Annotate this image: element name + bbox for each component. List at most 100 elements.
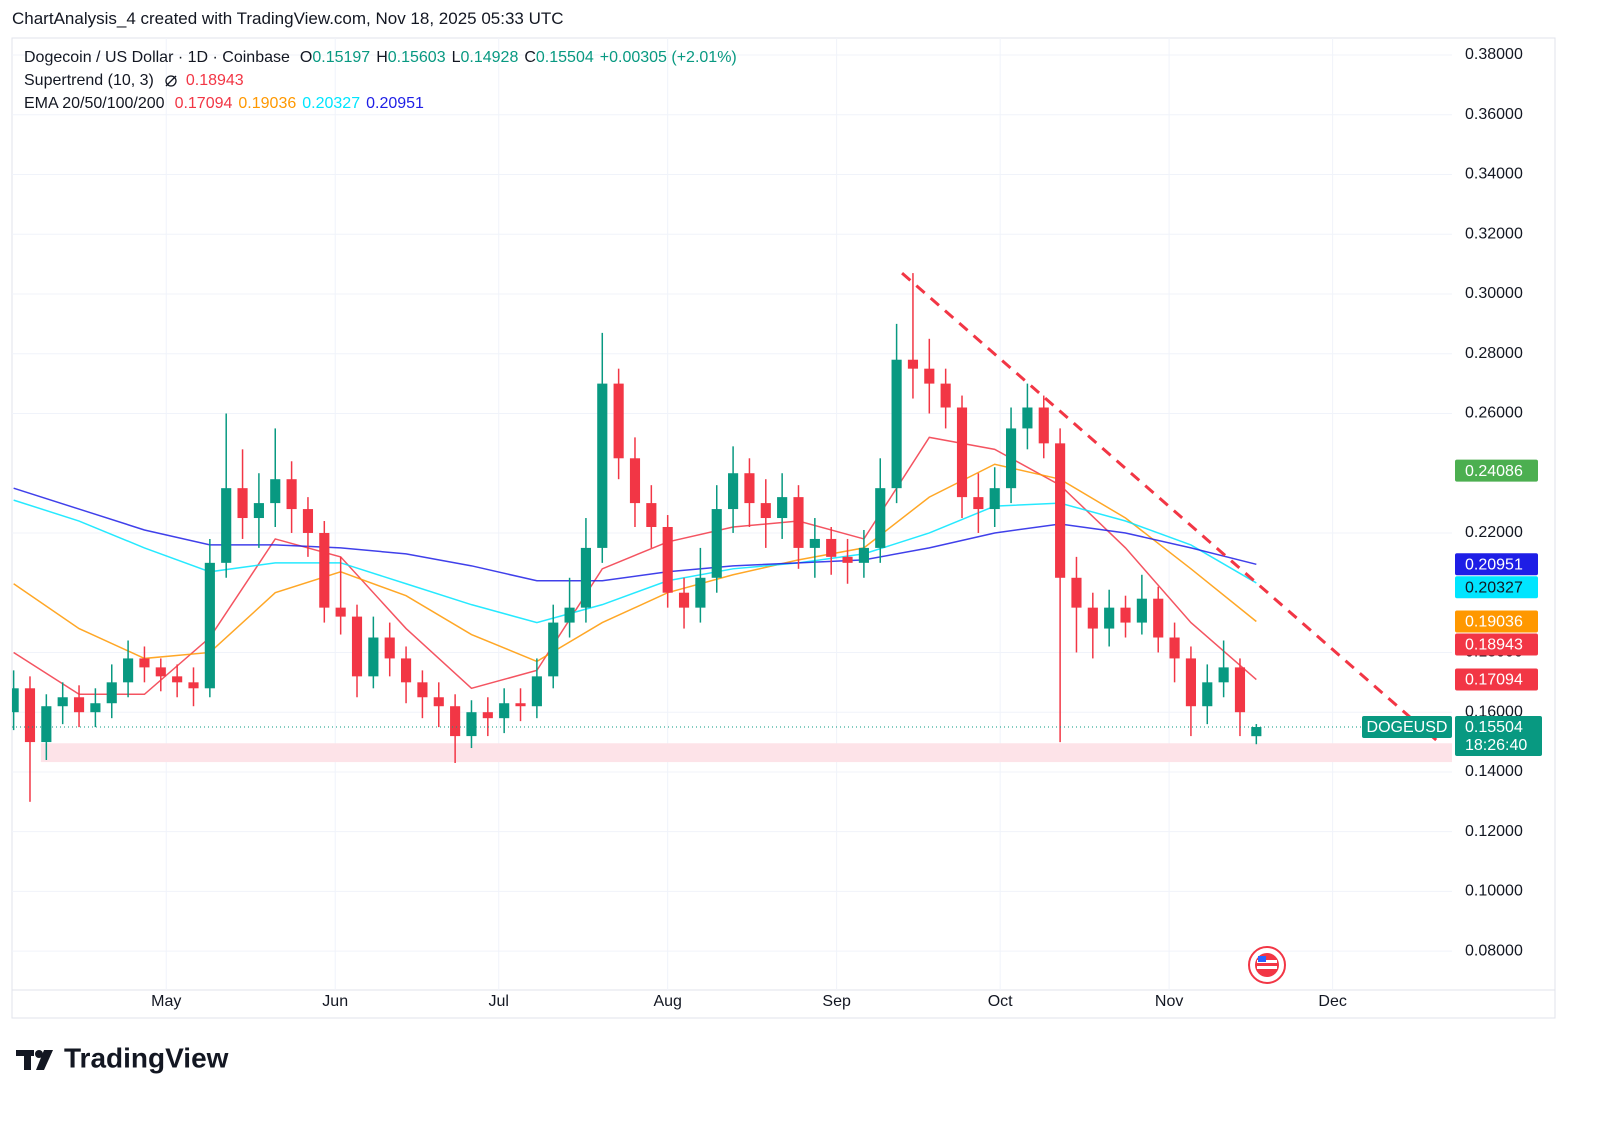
ohlc-letter: H [376, 49, 388, 66]
candle-body [858, 547, 869, 563]
candle-body [57, 697, 68, 707]
candle-body [940, 383, 951, 408]
candle-body [515, 703, 526, 707]
price-badge-label: 0.20327 [1465, 580, 1523, 597]
ema-line [13, 463, 1257, 663]
candle-body [12, 688, 19, 713]
indicator-label: EMA 20/50/100/200 [24, 95, 165, 112]
candle-body [433, 697, 444, 707]
y-tick-label: 0.12000 [1465, 823, 1523, 840]
indicator-value: 0.18943 [185, 72, 244, 89]
candle-body [907, 359, 919, 369]
candle-body [368, 637, 379, 677]
price-badge [1455, 553, 1538, 576]
legend: Dogecoin / US Dollar · 1D · Coinbase O 0.… [24, 46, 743, 115]
candle-body [1055, 443, 1066, 578]
candle-body [253, 503, 264, 519]
x-tick-label: Oct [988, 993, 1013, 1010]
candle-body [1087, 607, 1098, 629]
candle-body [1038, 407, 1049, 444]
candle-body [1153, 598, 1164, 638]
y-tick-label: 0.10000 [1465, 883, 1523, 900]
chart-frame [11, 37, 1556, 1019]
candle-body [989, 488, 1000, 510]
candle-body [826, 538, 837, 557]
candle-body [728, 473, 739, 510]
x-tick-label: Dec [1318, 993, 1346, 1010]
candle-body [319, 532, 330, 608]
candle-body [237, 488, 248, 519]
candle-body [777, 497, 788, 519]
candle-body [155, 667, 166, 677]
candle-body [580, 547, 591, 608]
price-badge [1455, 716, 1542, 757]
candle-body [531, 676, 542, 707]
candle-body [924, 368, 935, 384]
candle-body [1169, 637, 1180, 659]
support-zone [40, 743, 1452, 763]
ema-line [13, 499, 1257, 624]
indicator-label: Supertrend (10, 3) [24, 72, 154, 89]
candle-body [1251, 727, 1262, 737]
symbol-title: Dogecoin / US Dollar · 1D · Coinbase [24, 49, 290, 66]
candle-body [695, 577, 706, 608]
x-tick-label: Sep [822, 993, 851, 1010]
candle-body [73, 697, 85, 713]
indicator-value: 0.20951 [366, 95, 424, 112]
candle-body [1136, 598, 1147, 623]
candle-body [711, 509, 722, 578]
candle-body [564, 607, 575, 623]
candle-body [221, 488, 232, 563]
candle-body [1104, 607, 1115, 629]
y-tick-label: 0.14000 [1465, 763, 1523, 780]
candle-body [351, 616, 363, 677]
candle-body [24, 688, 36, 743]
ohlc-letter: C [524, 49, 536, 66]
candle-body [760, 503, 771, 519]
ema-line [13, 436, 1257, 696]
y-tick-label: 0.26000 [1465, 405, 1523, 422]
candle-body [499, 703, 510, 719]
legend-row: Supertrend (10, 3) 0.18943 [24, 69, 743, 92]
brand: TradingView [64, 1042, 229, 1073]
candle-body [613, 383, 624, 459]
legend-row: Dogecoin / US Dollar · 1D · Coinbase O 0.… [24, 46, 743, 69]
candle-body [875, 488, 886, 548]
candle-body [973, 497, 984, 510]
candle-body [335, 607, 346, 617]
y-tick-label: 0.36000 [1465, 106, 1523, 123]
y-tick-label: 0.28000 [1465, 345, 1523, 362]
brand-logo [16, 1050, 53, 1070]
candle-body [678, 592, 690, 608]
candle-body [744, 473, 755, 504]
candle-body [1022, 407, 1033, 429]
candle-body [662, 526, 673, 593]
ohlc-value: 0.15504 [535, 49, 594, 66]
candle-body [1005, 428, 1017, 489]
candle-body [629, 458, 641, 504]
change: +0.00305 (+2.01%) [599, 49, 737, 66]
candle-body [41, 706, 52, 743]
candle-body [891, 359, 902, 489]
candle-body [302, 509, 314, 533]
candle-body [956, 407, 968, 498]
candle-body [597, 383, 608, 548]
ohlc-value: 0.15603 [387, 49, 446, 66]
y-tick-label: 0.38000 [1465, 46, 1523, 63]
price-badge-label: 0.17094 [1465, 672, 1523, 689]
legend-row: EMA 20/50/100/200 0.17094 0.19036 0.20327 0… [24, 92, 743, 115]
x-tick-label: Jul [488, 993, 508, 1010]
candle-body [793, 497, 804, 548]
y-tick-label: 0.32000 [1465, 225, 1523, 242]
hidden-icon [165, 74, 177, 87]
y-tick-label: 0.34000 [1465, 166, 1523, 183]
candle-body [450, 706, 461, 737]
price-badge-label: 0.19036 [1465, 614, 1523, 631]
x-tick-label: Aug [653, 993, 681, 1010]
candle-body [1185, 658, 1196, 707]
indicator-value: 0.20327 [302, 95, 361, 112]
ohlc-value: 0.14928 [460, 49, 519, 66]
header: ChartAnalysis_4 created with TradingView… [12, 9, 564, 28]
